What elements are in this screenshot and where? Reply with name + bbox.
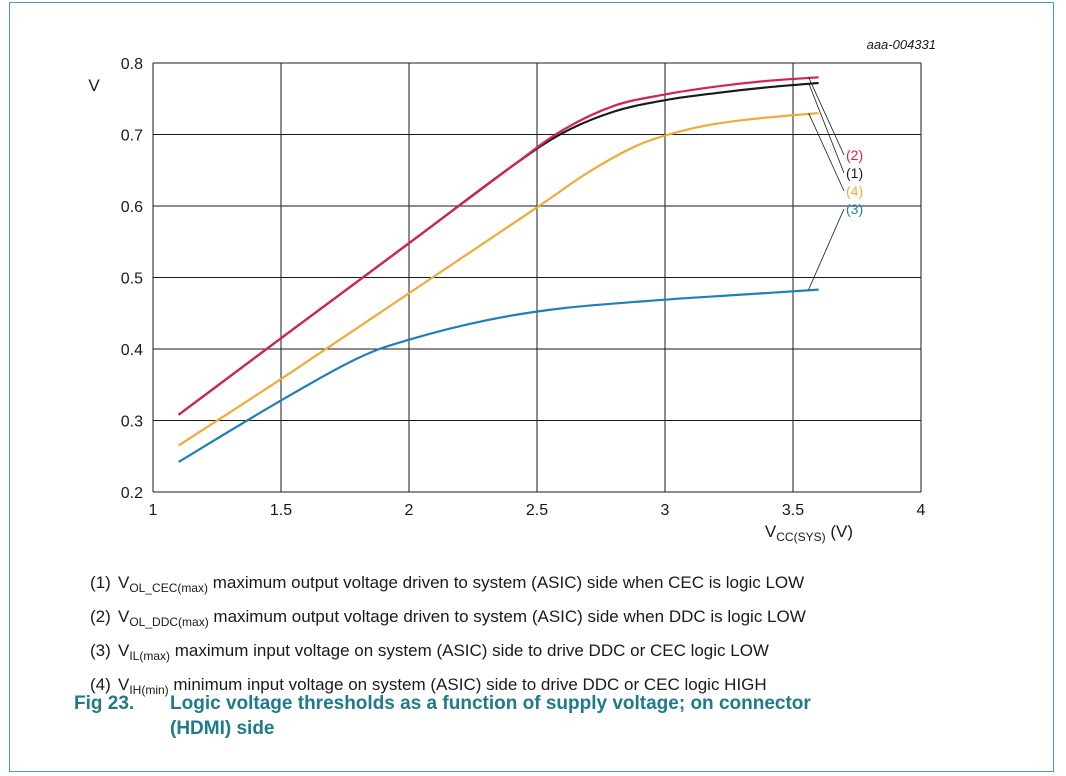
y-tick-label: 0.5: [121, 271, 143, 288]
y-tick-label: 0.6: [121, 199, 143, 216]
y-tick-label: 0.8: [121, 56, 143, 73]
series-layer: [177, 76, 819, 463]
legend-number: (1): [90, 573, 111, 592]
figure-number: Fig 23.: [74, 693, 135, 714]
x-tick-label: 2.5: [526, 502, 548, 519]
legend-number: (3): [90, 641, 111, 660]
callout-lines: (1) (2) (3) (4): [808, 77, 863, 290]
series-label: (3): [846, 201, 863, 217]
series-line-4: [178, 111, 819, 447]
series-line-3: [178, 288, 819, 463]
y-tick-label: 0.3: [121, 414, 143, 431]
tick-labels: 1 1.5 2 2.5 3 3.5 4 0.2 0.3 0.4 0.5 0.6 0.7 0.8: [121, 56, 926, 519]
y-tick-label: 0.7: [121, 128, 143, 145]
x-tick-label: 1: [149, 502, 158, 519]
legend-item-3: (3) VIL(max) maximum input voltage on sys…: [90, 641, 769, 663]
legend-item-4: (4) VIH(min) minimum input voltage on sys…: [90, 675, 767, 697]
x-tick-label: 1.5: [270, 502, 292, 519]
figure-frame: (1) (2) (3) (4) 1 1.5 2 2.5 3 3.5 4 0.2 0.3 0.4 0.5 0.…: [9, 2, 1054, 772]
series-line-1: [177, 81, 819, 416]
figure-id-label: aaa-004331: [867, 37, 936, 52]
figure-caption: Fig 23. Logic voltage thresholds as a fun…: [74, 693, 811, 739]
legend-number: (4): [90, 675, 111, 694]
series-label: (1): [846, 165, 863, 181]
y-tick-label: 0.2: [121, 485, 143, 502]
x-tick-label: 3: [661, 502, 670, 519]
series-line-2: [177, 76, 819, 416]
series-label: (2): [846, 147, 863, 163]
legend-item-1: (1) VOL_CEC(max) maximum output voltage d…: [90, 573, 805, 595]
leader-line: [808, 208, 845, 290]
leader-line: [808, 77, 845, 156]
series-label: (4): [846, 183, 863, 199]
x-tick-label: 3.5: [782, 502, 804, 519]
line-chart: (1) (2) (3) (4) 1 1.5 2 2.5 3 3.5 4 0.2 0.3 0.4 0.5 0.…: [88, 37, 936, 544]
x-tick-label: 4: [917, 502, 926, 519]
x-tick-label: 2: [405, 502, 414, 519]
leader-line: [808, 112, 845, 192]
grid: [152, 62, 922, 493]
leader-line: [808, 82, 845, 174]
x-axis-label: VCC(SYS) (V): [765, 522, 853, 544]
legend-number: (2): [90, 607, 111, 626]
y-axis-label: V: [88, 76, 100, 95]
legend-item-2: (2) VOL_DDC(max) maximum output voltage d…: [90, 607, 806, 629]
y-tick-label: 0.4: [121, 342, 143, 359]
